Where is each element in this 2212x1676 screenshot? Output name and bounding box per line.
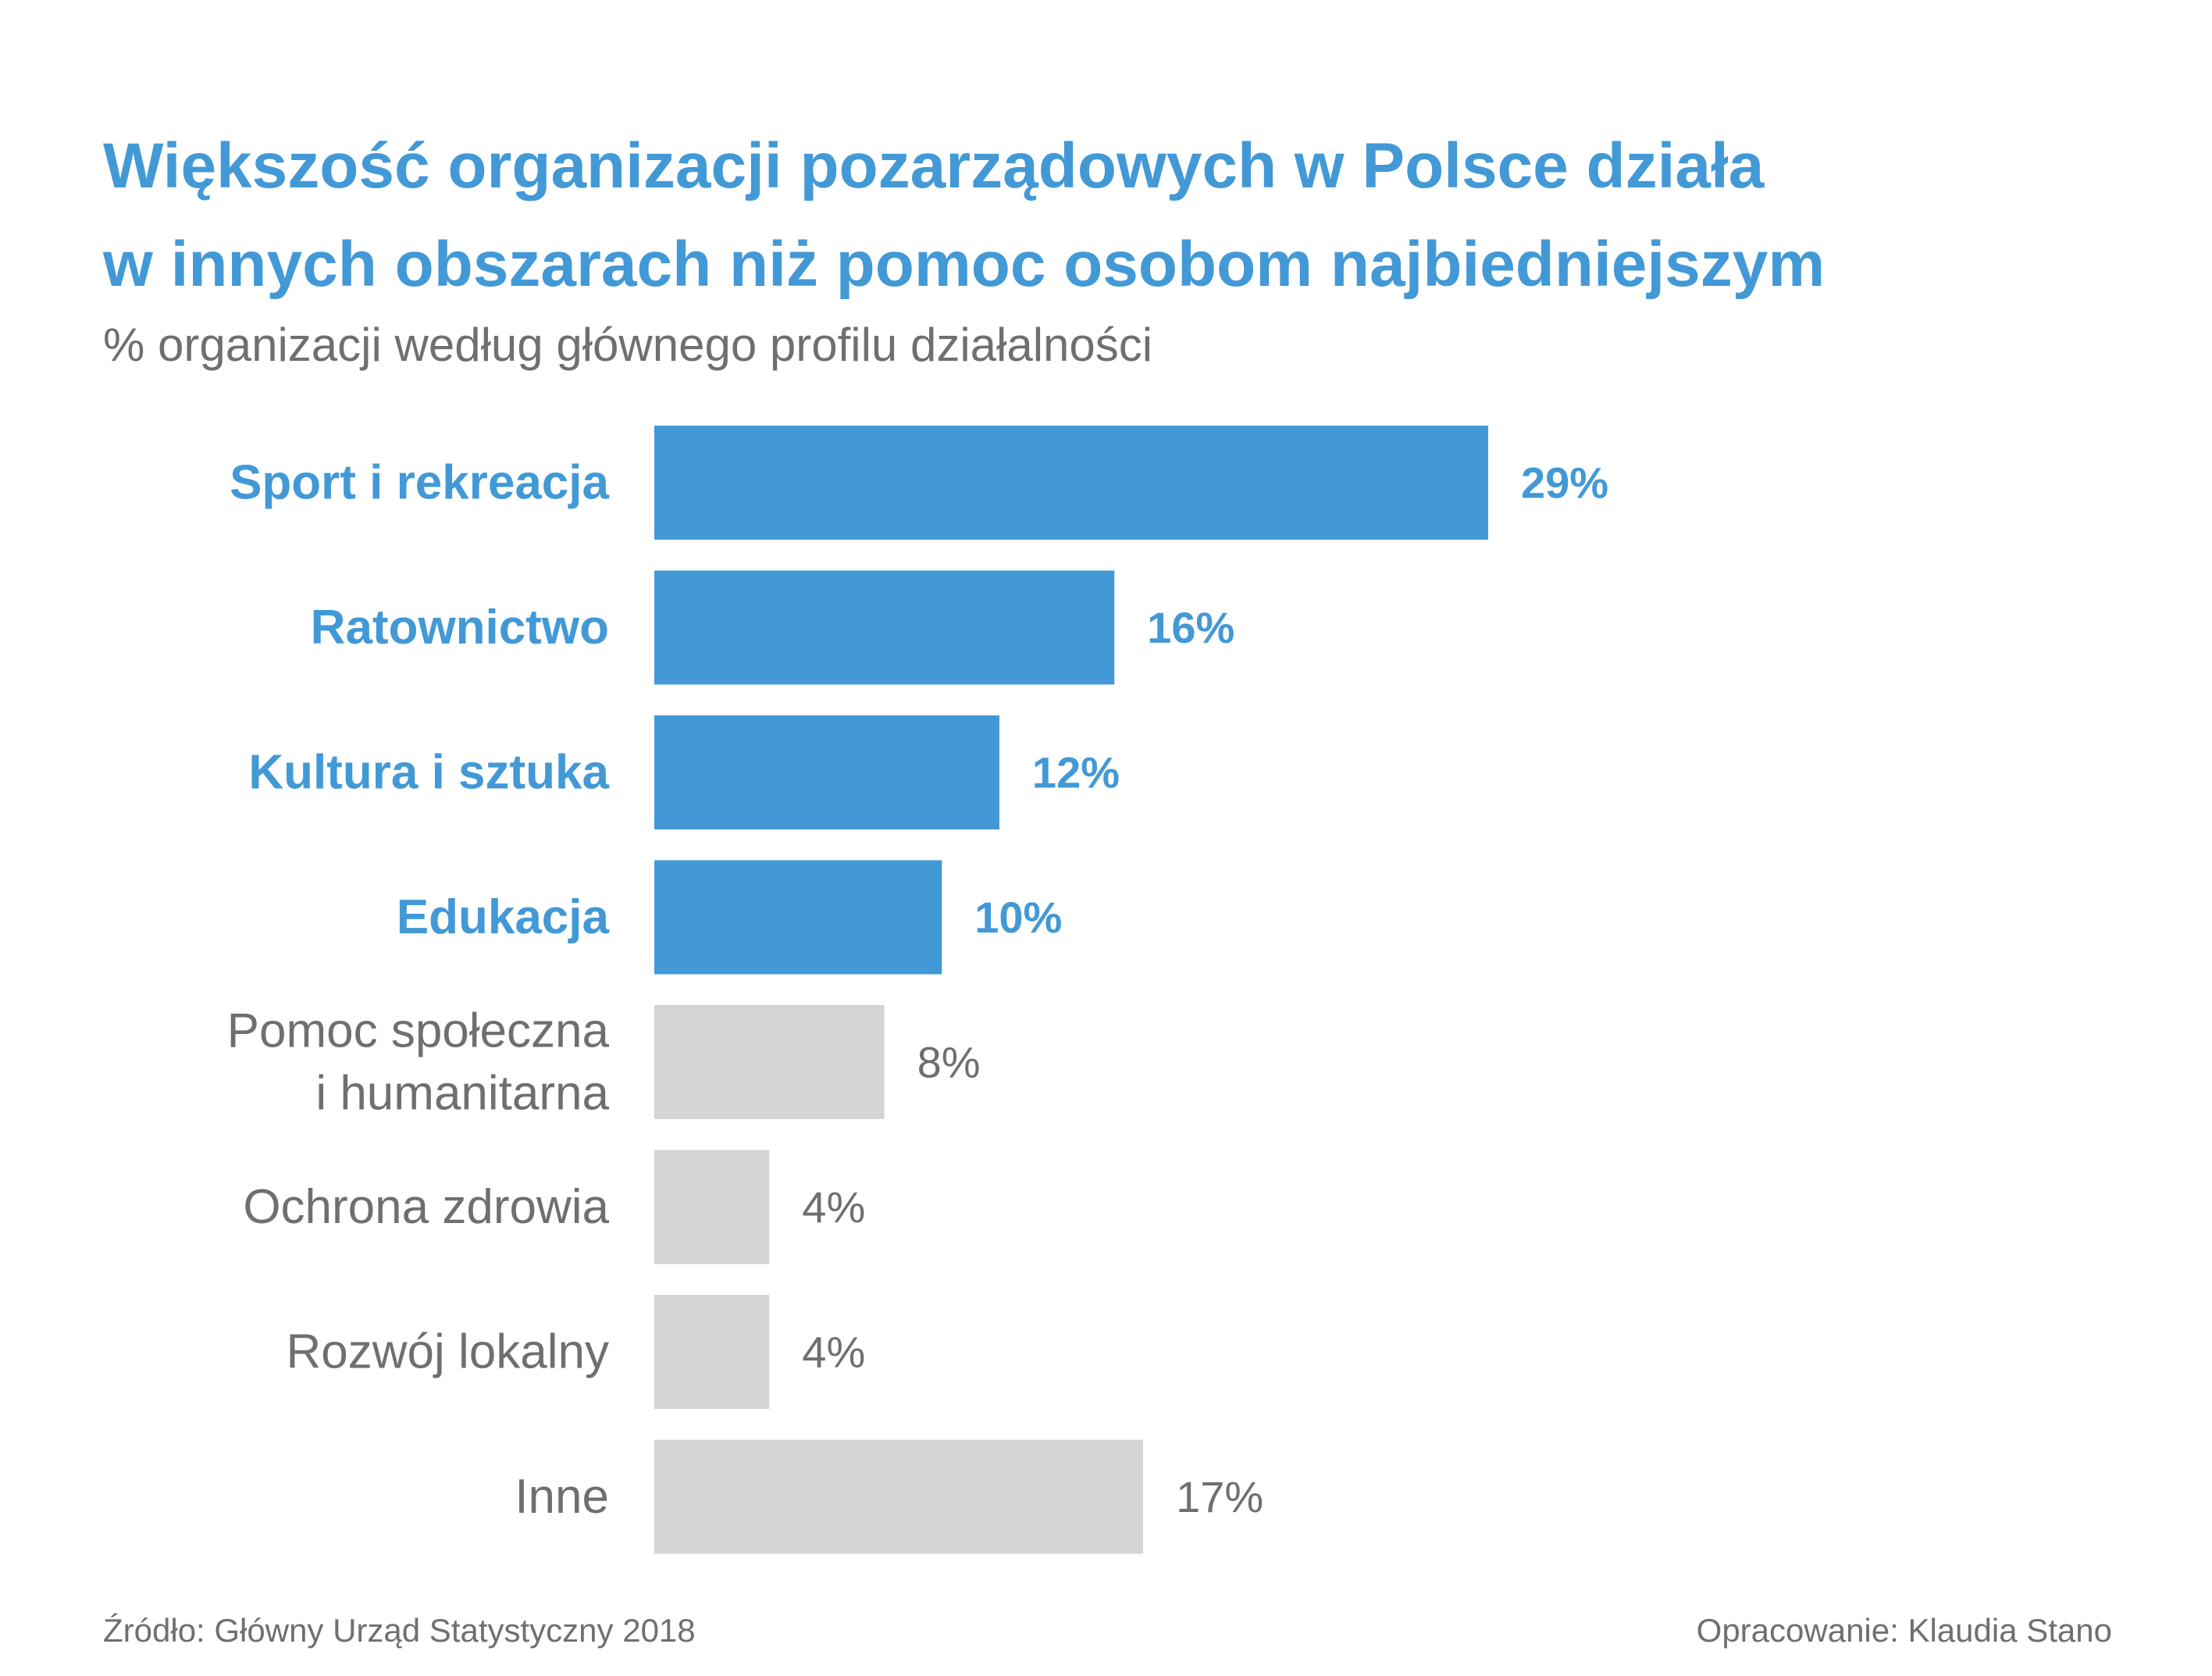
value-label: 10%	[974, 893, 1062, 942]
bar	[654, 1295, 770, 1409]
value-label: 16%	[1147, 603, 1234, 652]
bar	[654, 860, 942, 975]
category-label: Ratownictwo	[311, 601, 609, 654]
category-label: Ochrona zdrowia	[243, 1180, 609, 1234]
value-label: 29%	[1521, 458, 1608, 508]
category-label: i humanitarna	[315, 1067, 609, 1121]
source-note: Źródło: Główny Urząd Statystyczny 2018	[103, 1612, 696, 1649]
category-label: Inne	[515, 1470, 609, 1524]
bar	[654, 1150, 770, 1264]
chart-title: Większość organizacji pozarządowych w Po…	[103, 117, 2133, 314]
value-label: 12%	[1032, 748, 1120, 797]
category-label: Pomoc społeczna	[227, 1004, 610, 1058]
chart-subtitle: % organizacji według głównego profilu dz…	[103, 319, 1153, 371]
chart-title-line-1: Większość organizacji pozarządowych w Po…	[103, 130, 1765, 201]
value-label: 4%	[802, 1182, 865, 1232]
bar	[654, 1439, 1144, 1554]
value-label: 4%	[802, 1328, 865, 1377]
bar	[654, 1005, 885, 1119]
bar	[654, 426, 1488, 540]
category-label: Kultura i sztuka	[248, 746, 609, 800]
bar	[654, 570, 1115, 685]
value-label: 8%	[917, 1038, 981, 1087]
category-label: Sport i rekreacja	[230, 456, 609, 510]
value-label: 17%	[1176, 1472, 1263, 1521]
category-label: Rozwój lokalny	[286, 1325, 609, 1379]
category-label: Edukacja	[397, 890, 610, 944]
credit-note: Opracowanie: Klaudia Stano	[1696, 1612, 2112, 1649]
chart-title-line-2: w innych obszarach niż pomoc osobom najb…	[103, 229, 1826, 300]
bar	[654, 715, 999, 829]
